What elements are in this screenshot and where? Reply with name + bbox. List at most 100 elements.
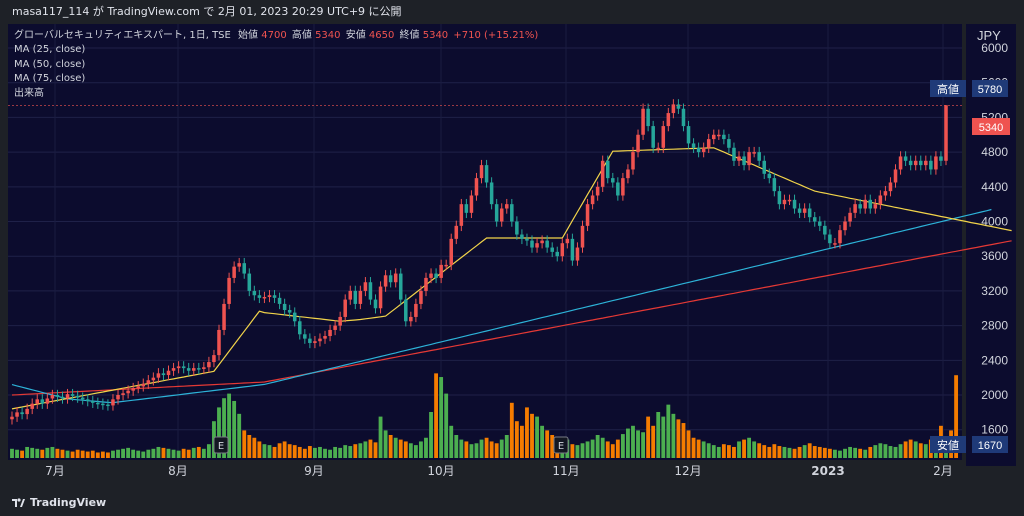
candle-body [383,275,388,287]
candle-body [828,234,832,244]
candle-body [676,104,681,109]
legend-ma25[interactable]: MA (25, close) [14,44,85,55]
candle-body [116,395,120,400]
legend-ma75[interactable]: MA (75, close) [14,73,85,84]
candle-body [186,368,191,371]
candle [717,129,721,140]
volume-bar [494,443,499,458]
volume-bar [575,445,580,458]
candle-body [91,401,95,403]
volume-bar [631,425,635,458]
volume-bar [328,449,332,458]
candle-body [55,395,60,397]
volume-bar [514,421,519,458]
candle [419,285,423,310]
volume-bar [358,443,363,458]
legend-close-label: 終値 [400,28,420,41]
volume-bar [100,451,105,458]
volume-bar [116,449,120,458]
candle [868,194,873,214]
candle-body [580,225,585,248]
candle [383,270,388,292]
candle [393,268,398,288]
volume-bar [822,447,827,458]
volume-bar [166,448,171,458]
candle-body [525,238,529,241]
candle [858,198,862,214]
volume-bar [605,441,610,458]
volume-bar [181,448,186,458]
legend-symbol[interactable]: グローバルセキュリティエキスパート, 1日, TSE 始値 4700 高値 53… [14,28,538,41]
candle [232,261,236,284]
candle-body [510,204,514,222]
candle [348,285,353,305]
candle [60,391,65,404]
volume-bar [530,413,534,458]
volume-bar [923,444,928,458]
volume-bar [136,450,141,458]
candle-body [570,238,575,261]
candle-body [560,243,565,257]
candle [55,389,60,402]
volume-bar [610,444,615,458]
candle-body [101,403,105,406]
volume-bar [287,444,292,458]
price-label: 1600 [981,423,1008,437]
volume-bar [90,450,95,458]
volume-bar [20,450,25,458]
legend-low-label: 安値 [346,28,366,41]
candle-body [812,217,817,222]
candle [186,362,191,376]
candle-body [106,404,110,407]
footer-bar: TradingView [0,490,1024,516]
candle [762,155,767,180]
volume-bar [398,439,403,458]
tradingview-brand[interactable]: TradingView [30,496,107,509]
candle [812,211,817,227]
legend-ma50[interactable]: MA (50, close) [14,59,85,70]
candle-body [878,195,883,205]
volume-bar [15,449,19,458]
candle [151,372,156,386]
candle-body [772,178,777,192]
candle-body [282,303,287,310]
candle [636,129,640,158]
candle [550,242,554,258]
volume-bar [732,446,736,458]
volume-bar [408,443,413,458]
candle-body [328,329,332,337]
candle [25,403,29,420]
volume-bar [838,450,842,458]
candle [944,105,948,166]
volume-bar [25,446,30,458]
volume-bar [676,419,681,458]
candle [711,129,716,145]
volume-bar [525,407,529,458]
volume-bar [333,446,338,458]
volume-bar [600,437,605,458]
volume-bar [257,441,262,458]
candle-body [434,273,438,278]
volume-bar [419,441,423,458]
volume-bar [716,446,721,458]
volume-bar [292,445,297,458]
tradingview-logo-icon[interactable] [10,494,26,510]
candle [838,224,842,249]
candle [681,103,686,132]
volume-bar [106,452,110,458]
candle [484,159,489,188]
candle-body [393,273,398,283]
volume-bar [222,398,226,458]
candle-body [646,108,650,127]
candle-body [611,178,615,183]
candle-body [267,295,272,297]
candle [40,394,45,409]
candle [535,237,539,253]
legend-volume[interactable]: 出来高 [14,86,44,99]
candle-body [661,126,666,148]
candle [101,398,105,410]
volume-bar [858,448,863,458]
volume-bar [620,434,625,458]
